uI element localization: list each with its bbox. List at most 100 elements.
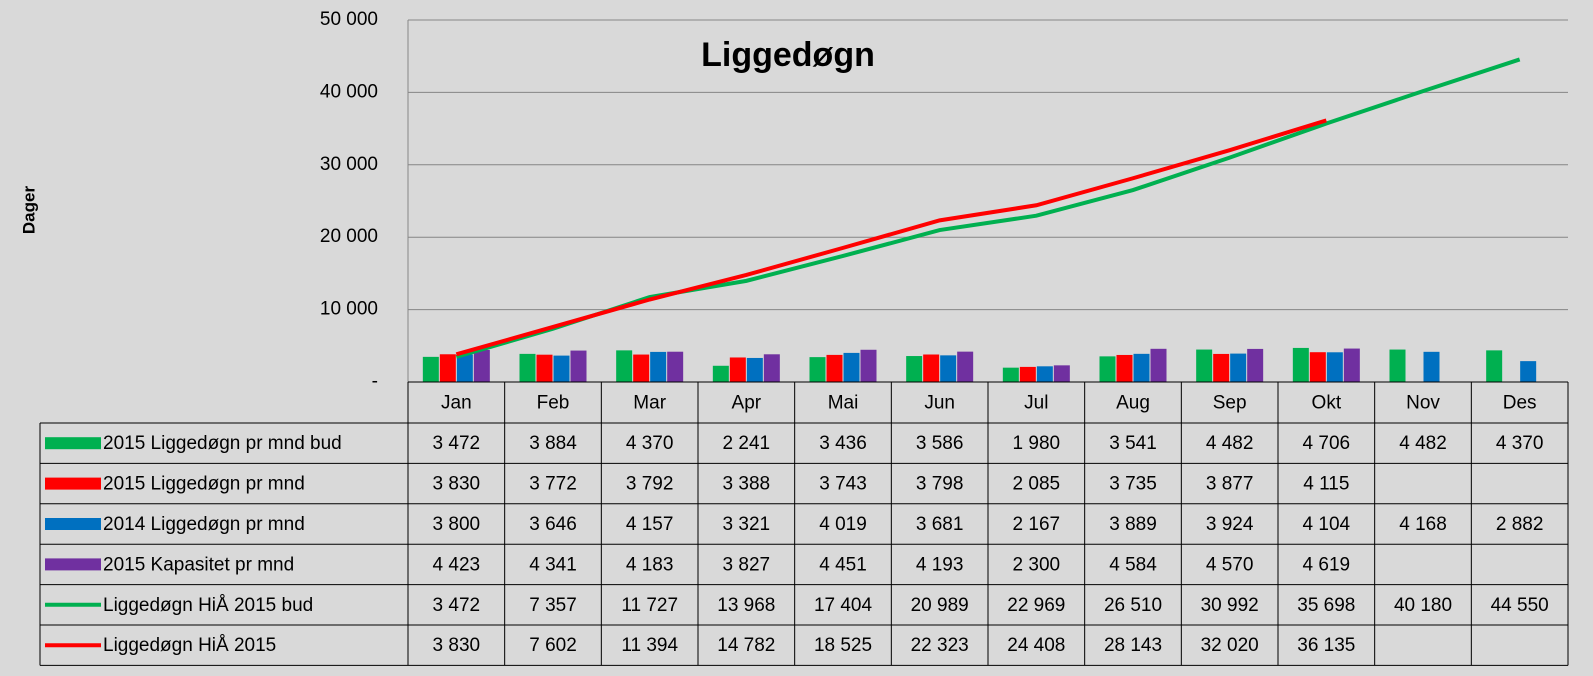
bar <box>553 355 570 382</box>
table-cell: 4 115 <box>1303 474 1349 495</box>
table-cell: 3 436 <box>819 433 867 454</box>
table-cell: 2 241 <box>723 433 771 454</box>
x-tick-label: Okt <box>1312 393 1342 414</box>
bar <box>712 365 729 382</box>
bar <box>519 353 536 382</box>
bar <box>729 357 746 382</box>
table-cell: 2 085 <box>1013 474 1061 495</box>
x-tick-label: Des <box>1503 393 1537 414</box>
table-cell: 3 798 <box>916 474 964 495</box>
bar <box>1036 366 1053 382</box>
table-cell: 4 584 <box>1109 554 1157 575</box>
table-cell: 7 602 <box>529 635 577 656</box>
bar <box>570 350 587 382</box>
x-tick-label: Nov <box>1406 393 1440 414</box>
bar <box>746 357 763 382</box>
x-tick-label: Mai <box>828 393 859 414</box>
table-cell: 22 969 <box>1007 595 1065 616</box>
legend-key <box>45 477 101 490</box>
table-cell: 3 735 <box>1109 474 1157 495</box>
legend-key <box>45 558 101 571</box>
bar <box>650 351 667 382</box>
table-cell: 2 167 <box>1013 514 1061 535</box>
y-tick-label: 50 000 <box>320 9 378 30</box>
bar <box>1213 353 1230 382</box>
table-cell: 3 827 <box>723 554 771 575</box>
bar <box>860 349 877 382</box>
bar <box>667 351 684 382</box>
table-cell: 2 300 <box>1013 554 1061 575</box>
bar <box>1099 356 1116 382</box>
table-cell: 3 830 <box>433 474 481 495</box>
bar <box>1133 353 1150 382</box>
table-cell: 3 792 <box>626 474 674 495</box>
table-cell: 4 193 <box>916 554 964 575</box>
table-cell: 4 157 <box>626 514 674 535</box>
table-cell: 26 510 <box>1104 595 1162 616</box>
bar <box>940 355 957 382</box>
x-tick-label: Sep <box>1213 393 1247 414</box>
table-cell: 4 482 <box>1206 433 1254 454</box>
table-cell: 3 924 <box>1206 514 1254 535</box>
bar <box>633 354 650 382</box>
table-cell: 3 472 <box>433 433 481 454</box>
legend-label: 2014 Liggedøgn pr mnd <box>103 514 305 535</box>
bar <box>1389 349 1406 382</box>
bar <box>1343 348 1360 382</box>
bar <box>439 354 456 382</box>
x-tick-label: Apr <box>732 393 762 414</box>
table-cell: 18 525 <box>814 635 872 656</box>
y-tick-label: 30 000 <box>320 154 378 175</box>
table-cell: 35 698 <box>1297 595 1355 616</box>
table-cell: 2 882 <box>1496 514 1544 535</box>
table-cell: 4 168 <box>1399 514 1447 535</box>
legend-key <box>45 437 101 450</box>
table-cell: 30 992 <box>1201 595 1259 616</box>
bar <box>809 357 826 382</box>
bar <box>826 354 843 382</box>
table-cell: 4 706 <box>1303 433 1351 454</box>
table-cell: 28 143 <box>1104 635 1162 656</box>
table-cell: 1 980 <box>1013 433 1061 454</box>
table-cell: 4 104 <box>1303 514 1351 535</box>
table-cell: 11 727 <box>621 595 678 616</box>
table-cell: 44 550 <box>1491 595 1549 616</box>
table-cell: 4 341 <box>529 554 577 575</box>
bar <box>1292 347 1309 382</box>
table-cell: 4 019 <box>819 514 867 535</box>
legend-key <box>45 518 101 530</box>
bar <box>1196 349 1213 382</box>
table-cell: 40 180 <box>1394 595 1452 616</box>
table-cell: 3 772 <box>529 474 577 495</box>
bar <box>616 350 633 382</box>
chart-title: Liggedøgn <box>701 36 875 74</box>
bar <box>1116 354 1133 382</box>
legend-label: 2015 Liggedøgn pr mnd <box>103 474 305 495</box>
table-cell: 32 020 <box>1201 635 1259 656</box>
y-tick-label: 40 000 <box>320 81 378 102</box>
bar <box>1002 367 1019 382</box>
bar <box>456 354 473 382</box>
table-cell: 13 968 <box>717 595 775 616</box>
table-cell: 4 451 <box>819 554 867 575</box>
bar <box>473 349 490 382</box>
bar <box>1520 361 1537 382</box>
bar <box>843 352 860 382</box>
table-cell: 3 388 <box>723 474 771 495</box>
table-cell: 11 394 <box>621 635 678 656</box>
bar <box>1150 348 1167 382</box>
table-cell: 3 321 <box>723 514 771 535</box>
table-cell: 14 782 <box>717 635 775 656</box>
y-tick-label: - <box>372 371 378 392</box>
x-tick-label: Jun <box>924 393 955 414</box>
legend-label: 2015 Liggedøgn pr mnd bud <box>103 433 342 454</box>
table-cell: 20 989 <box>911 595 969 616</box>
y-axis-title: Dager <box>19 186 38 235</box>
table-cell: 3 681 <box>916 514 964 535</box>
bar <box>1309 352 1326 382</box>
bar <box>906 356 923 382</box>
table-cell: 3 800 <box>433 514 481 535</box>
bar <box>1053 365 1070 382</box>
table-cell: 3 884 <box>529 433 577 454</box>
